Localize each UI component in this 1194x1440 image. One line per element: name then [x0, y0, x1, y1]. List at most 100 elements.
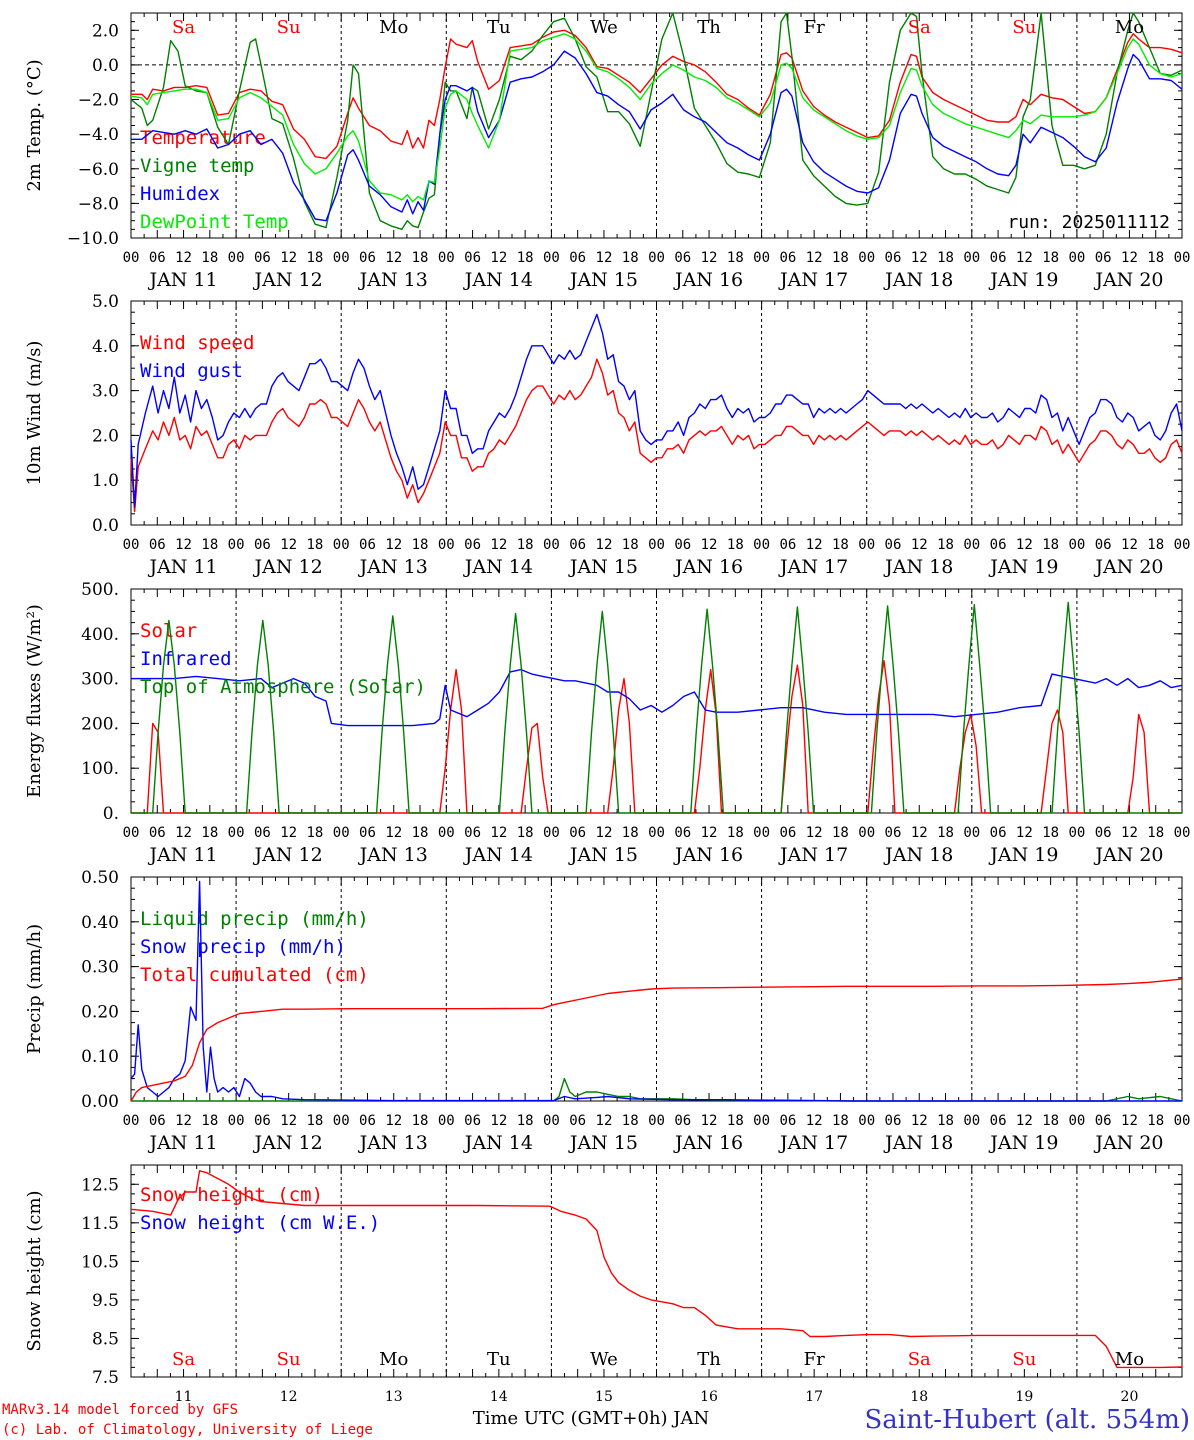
hour-tick-label: 18	[622, 537, 639, 553]
hour-tick-label: 18	[201, 1113, 218, 1129]
day-label: JAN 14	[463, 844, 533, 866]
legend-entry: Total cumulated (cm)	[140, 964, 369, 986]
day-label: JAN 13	[358, 556, 428, 578]
y-tick-label: 0.0	[92, 56, 119, 76]
hour-tick-label: 00	[543, 537, 560, 553]
series-line-wind-gust	[130, 313, 1183, 508]
legend-entry: Vigne temp	[140, 155, 254, 177]
hour-tick-label: 06	[990, 825, 1007, 841]
hour-tick-label: 12	[175, 250, 192, 266]
hour-tick-label: 00	[648, 537, 665, 553]
footer-model-line: MARv3.14 model forced by GFS	[2, 1402, 238, 1418]
hour-tick-label: 18	[306, 537, 323, 553]
hour-tick-label: 12	[280, 825, 297, 841]
hour-tick-label: 18	[1042, 1113, 1059, 1129]
hour-tick-label: 18	[306, 1113, 323, 1129]
hour-tick-label: 18	[412, 1113, 429, 1129]
hour-tick-label: 06	[149, 1113, 166, 1129]
hour-tick-label: 00	[543, 250, 560, 266]
hour-tick-label: 00	[1068, 1113, 1085, 1129]
hour-tick-label: 18	[622, 250, 639, 266]
hour-tick-label: 06	[254, 825, 271, 841]
weekday-label: Sa	[172, 1349, 195, 1370]
day-label: JAN 18	[883, 844, 953, 866]
y-tick-label: 9.5	[92, 1291, 119, 1311]
hour-tick-label: 12	[175, 825, 192, 841]
day-label: JAN 13	[358, 269, 428, 291]
weekday-label: Mo	[379, 17, 408, 38]
y-tick-label: 0.10	[81, 1047, 119, 1067]
hour-tick-label: 06	[464, 825, 481, 841]
series-line-snow-height-cm-	[130, 1170, 1183, 1369]
day-number-label: 17	[805, 1389, 823, 1405]
y-tick-label: 300.	[81, 670, 119, 690]
day-label: JAN 16	[673, 844, 743, 866]
y-tick-label: 8.5	[92, 1329, 119, 1349]
hour-tick-label: 06	[464, 1113, 481, 1129]
day-label: JAN 20	[1093, 269, 1163, 291]
hour-tick-label: 18	[517, 1113, 534, 1129]
hour-tick-label: 06	[359, 825, 376, 841]
hour-tick-label: 06	[359, 1113, 376, 1129]
hour-tick-label: 00	[1174, 250, 1191, 266]
hour-tick-label: 06	[779, 825, 796, 841]
hour-tick-label: 12	[1121, 537, 1138, 553]
hour-tick-label: 12	[911, 1113, 928, 1129]
hour-tick-label: 06	[254, 250, 271, 266]
hour-tick-label: 00	[438, 250, 455, 266]
hour-tick-label: 00	[753, 537, 770, 553]
legend-entry: Wind gust	[140, 360, 243, 382]
hour-tick-label: 18	[937, 825, 954, 841]
hour-tick-label: 12	[385, 537, 402, 553]
day-number-label: 13	[385, 1389, 403, 1405]
day-number-label: 18	[910, 1389, 928, 1405]
hour-tick-label: 00	[753, 250, 770, 266]
hour-tick-label: 18	[1042, 537, 1059, 553]
weekday-label: Sa	[172, 17, 195, 38]
hour-tick-label: 12	[490, 250, 507, 266]
hour-tick-label: 06	[254, 537, 271, 553]
hour-tick-label: 06	[569, 1113, 586, 1129]
day-label: JAN 19	[988, 556, 1058, 578]
y-tick-label: 0.40	[81, 913, 119, 933]
hour-tick-label: 12	[1016, 825, 1033, 841]
hour-tick-label: 00	[228, 825, 245, 841]
hour-tick-label: 12	[490, 825, 507, 841]
hour-tick-label: 06	[464, 250, 481, 266]
series-line-vigne-temp	[130, 12, 1183, 230]
y-tick-label: 0.20	[81, 1002, 119, 1022]
hour-tick-label: 06	[674, 537, 691, 553]
series-line-infrared	[131, 668, 1183, 727]
hour-tick-label: 12	[1016, 1113, 1033, 1129]
day-label: JAN 17	[778, 269, 848, 291]
weekday-label: We	[590, 17, 618, 38]
hour-tick-label: 00	[1068, 250, 1085, 266]
plot-frame	[130, 300, 1183, 526]
hour-tick-label: 18	[517, 825, 534, 841]
weekday-label: Mo	[1115, 1349, 1144, 1370]
hour-tick-label: 06	[464, 537, 481, 553]
weekday-label: We	[590, 1349, 618, 1370]
y-tick-label: 12.5	[81, 1175, 119, 1195]
hour-tick-label: 00	[963, 1113, 980, 1129]
y-tick-label: 500.	[81, 580, 119, 600]
hour-tick-label: 12	[806, 250, 823, 266]
y-tick-label: 0.00	[81, 1092, 119, 1112]
hour-tick-label: 00	[228, 250, 245, 266]
hour-tick-label: 12	[1016, 537, 1033, 553]
hour-tick-label: 00	[1068, 537, 1085, 553]
weekday-label: Tu	[487, 1349, 511, 1370]
hour-tick-label: 00	[228, 537, 245, 553]
hour-tick-label: 18	[306, 825, 323, 841]
hour-tick-label: 18	[832, 537, 849, 553]
legend-entry: DewPoint Temp	[140, 211, 289, 233]
day-label: JAN 17	[778, 556, 848, 578]
day-label: JAN 18	[883, 556, 953, 578]
series-line-snow-precip-mm-h-	[130, 880, 1182, 1102]
hour-tick-label: 06	[674, 1113, 691, 1129]
day-label: JAN 18	[883, 1132, 953, 1154]
hour-tick-label: 06	[569, 537, 586, 553]
day-label: JAN 16	[673, 556, 743, 578]
series-line-total-cumulated-cm-	[130, 978, 1183, 1102]
hour-tick-label: 06	[1095, 250, 1112, 266]
